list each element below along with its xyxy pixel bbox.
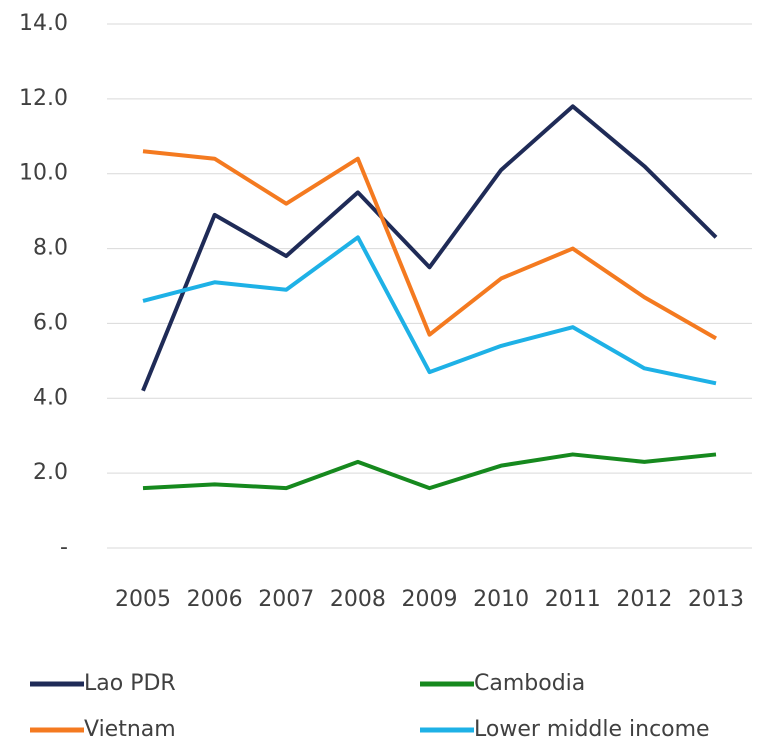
y-tick-label: 6.0 — [33, 310, 68, 335]
y-tick-label: 2.0 — [33, 460, 68, 485]
x-tick-label: 2011 — [545, 587, 601, 612]
x-tick-label: 2010 — [473, 587, 529, 612]
legend-label: Vietnam — [84, 717, 176, 742]
x-tick-label: 2008 — [330, 587, 386, 612]
legend-label: Cambodia — [474, 671, 585, 696]
legend-label: Lao PDR — [84, 671, 176, 696]
y-tick-label: 4.0 — [33, 385, 68, 410]
legend-label: Lower middle income — [474, 717, 710, 742]
series-line — [142, 235, 717, 386]
y-tick-label: 8.0 — [33, 236, 68, 261]
series-line — [142, 149, 717, 341]
x-tick-label: 2012 — [616, 587, 672, 612]
y-tick-label: - — [60, 535, 68, 560]
x-tick-label: 2009 — [402, 587, 458, 612]
x-tick-label: 2007 — [258, 587, 314, 612]
x-tick-label: 2013 — [688, 587, 744, 612]
y-tick-label: 10.0 — [19, 161, 68, 186]
y-tick-label: 12.0 — [19, 86, 68, 111]
series-line — [141, 104, 718, 392]
x-tick-label: 2005 — [115, 587, 171, 612]
series-line — [142, 452, 717, 491]
y-tick-label: 14.0 — [19, 11, 68, 36]
x-tick-label: 2006 — [187, 587, 243, 612]
